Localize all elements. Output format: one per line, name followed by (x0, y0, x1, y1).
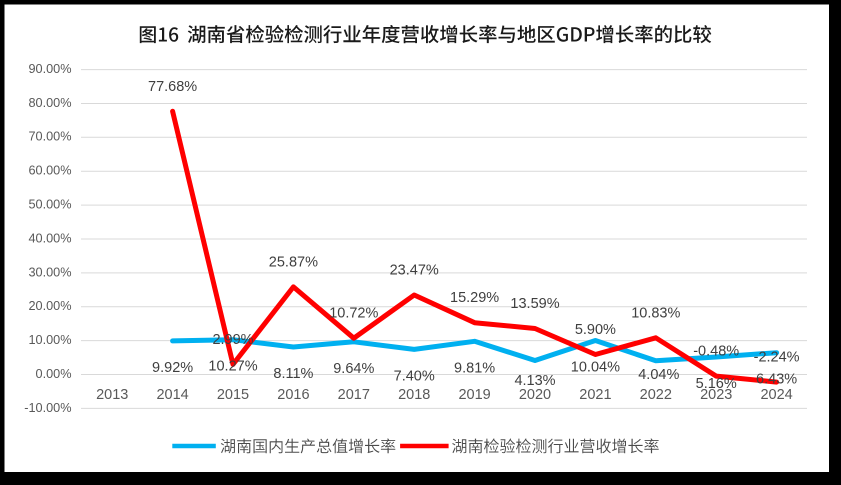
svg-text:2016: 2016 (277, 387, 309, 403)
svg-text:-10.00%: -10.00% (24, 401, 71, 415)
svg-text:70.00%: 70.00% (28, 130, 71, 144)
svg-text:4.13%: 4.13% (514, 373, 555, 389)
svg-text:13.59%: 13.59% (510, 296, 559, 312)
svg-text:0.00%: 0.00% (36, 367, 72, 381)
svg-text:77.68%: 77.68% (148, 79, 197, 95)
svg-text:10.72%: 10.72% (329, 306, 378, 322)
svg-text:2018: 2018 (398, 387, 430, 403)
svg-text:2019: 2019 (458, 387, 490, 403)
svg-text:10.27%: 10.27% (208, 359, 257, 375)
svg-text:7.40%: 7.40% (394, 368, 435, 384)
svg-text:40.00%: 40.00% (28, 231, 71, 245)
svg-text:25.87%: 25.87% (269, 254, 318, 270)
svg-text:2020: 2020 (519, 387, 551, 403)
svg-text:50.00%: 50.00% (28, 198, 71, 212)
svg-text:10.00%: 10.00% (28, 333, 71, 347)
svg-text:2017: 2017 (338, 387, 370, 403)
svg-text:10.83%: 10.83% (631, 305, 680, 321)
svg-text:23.47%: 23.47% (390, 263, 439, 279)
svg-text:2023: 2023 (700, 387, 732, 403)
svg-text:2015: 2015 (217, 387, 249, 403)
svg-text:8.11%: 8.11% (273, 366, 313, 382)
svg-text:60.00%: 60.00% (28, 164, 71, 178)
svg-text:2.99%: 2.99% (212, 332, 253, 348)
svg-text:2024: 2024 (760, 387, 792, 403)
svg-text:-2.24%: -2.24% (754, 350, 800, 366)
svg-text:2021: 2021 (579, 387, 611, 403)
svg-text:2022: 2022 (640, 387, 672, 403)
svg-text:9.81%: 9.81% (454, 360, 495, 376)
svg-text:15.29%: 15.29% (450, 290, 499, 306)
svg-text:10.04%: 10.04% (571, 360, 620, 376)
svg-text:9.64%: 9.64% (333, 361, 374, 377)
svg-text:9.92%: 9.92% (152, 360, 193, 376)
svg-text:2013: 2013 (96, 387, 128, 403)
svg-text:4.04%: 4.04% (638, 367, 679, 383)
svg-text:30.00%: 30.00% (28, 265, 71, 279)
svg-text:5.90%: 5.90% (575, 322, 616, 338)
svg-text:6.43%: 6.43% (756, 372, 797, 388)
svg-text:2014: 2014 (156, 387, 188, 403)
svg-text:90.00%: 90.00% (28, 62, 71, 76)
svg-text:5.16%: 5.16% (696, 376, 737, 392)
svg-text:-0.48%: -0.48% (693, 344, 739, 360)
svg-text:20.00%: 20.00% (28, 299, 71, 313)
svg-text:80.00%: 80.00% (28, 96, 71, 110)
